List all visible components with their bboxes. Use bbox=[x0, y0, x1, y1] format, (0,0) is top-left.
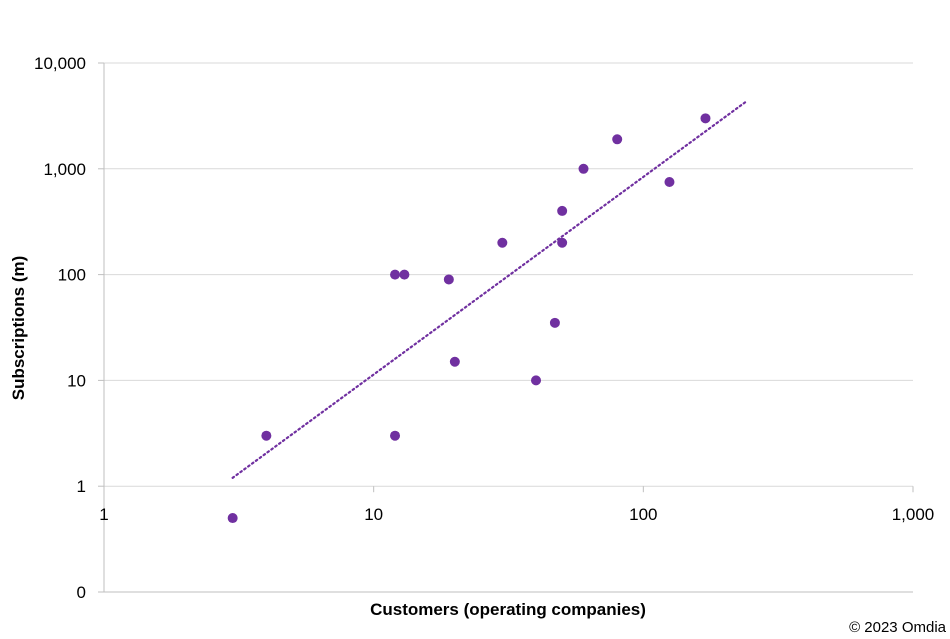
copyright-text: © 2023 Omdia bbox=[849, 619, 947, 636]
data-point-8 bbox=[531, 375, 542, 386]
x-tick-labels: 1 10 100 1,000 bbox=[99, 505, 934, 524]
axes bbox=[98, 62, 914, 593]
data-point-5 bbox=[443, 274, 454, 285]
data-point-10 bbox=[557, 205, 568, 216]
data-point-3 bbox=[390, 269, 401, 280]
data-point-14 bbox=[664, 177, 675, 188]
data-points bbox=[227, 113, 711, 524]
data-point-7 bbox=[497, 237, 508, 248]
y-axis-title: Subscriptions (m) bbox=[9, 256, 28, 401]
x-axis-title: Customers (operating companies) bbox=[370, 600, 646, 619]
data-point-4 bbox=[399, 269, 410, 280]
x-tick-label-3: 1,000 bbox=[892, 505, 935, 524]
data-point-11 bbox=[557, 237, 568, 248]
data-point-1 bbox=[261, 430, 272, 441]
y-tick-label-5: 10,000 bbox=[34, 54, 86, 73]
trendline bbox=[231, 100, 747, 479]
y-tick-label-2: 10 bbox=[67, 371, 86, 390]
trendline-layer bbox=[231, 100, 747, 479]
x-tick-label-2: 100 bbox=[629, 505, 657, 524]
data-point-13 bbox=[612, 134, 623, 145]
x-tick-label-0: 1 bbox=[99, 505, 108, 524]
data-point-0 bbox=[227, 513, 238, 524]
data-point-2 bbox=[390, 430, 401, 441]
data-point-12 bbox=[578, 163, 589, 174]
y-tick-label-1: 1 bbox=[77, 477, 86, 496]
data-point-9 bbox=[549, 317, 560, 328]
y-tick-label-4: 1,000 bbox=[43, 160, 86, 179]
data-point-15 bbox=[700, 113, 711, 124]
x-tick-label-1: 10 bbox=[364, 505, 383, 524]
y-tick-label-0: 0 bbox=[77, 583, 86, 602]
y-tick-labels: 0 1 10 100 1,000 10,000 bbox=[34, 54, 86, 602]
y-tick-label-3: 100 bbox=[58, 266, 86, 285]
data-point-6 bbox=[449, 356, 460, 367]
